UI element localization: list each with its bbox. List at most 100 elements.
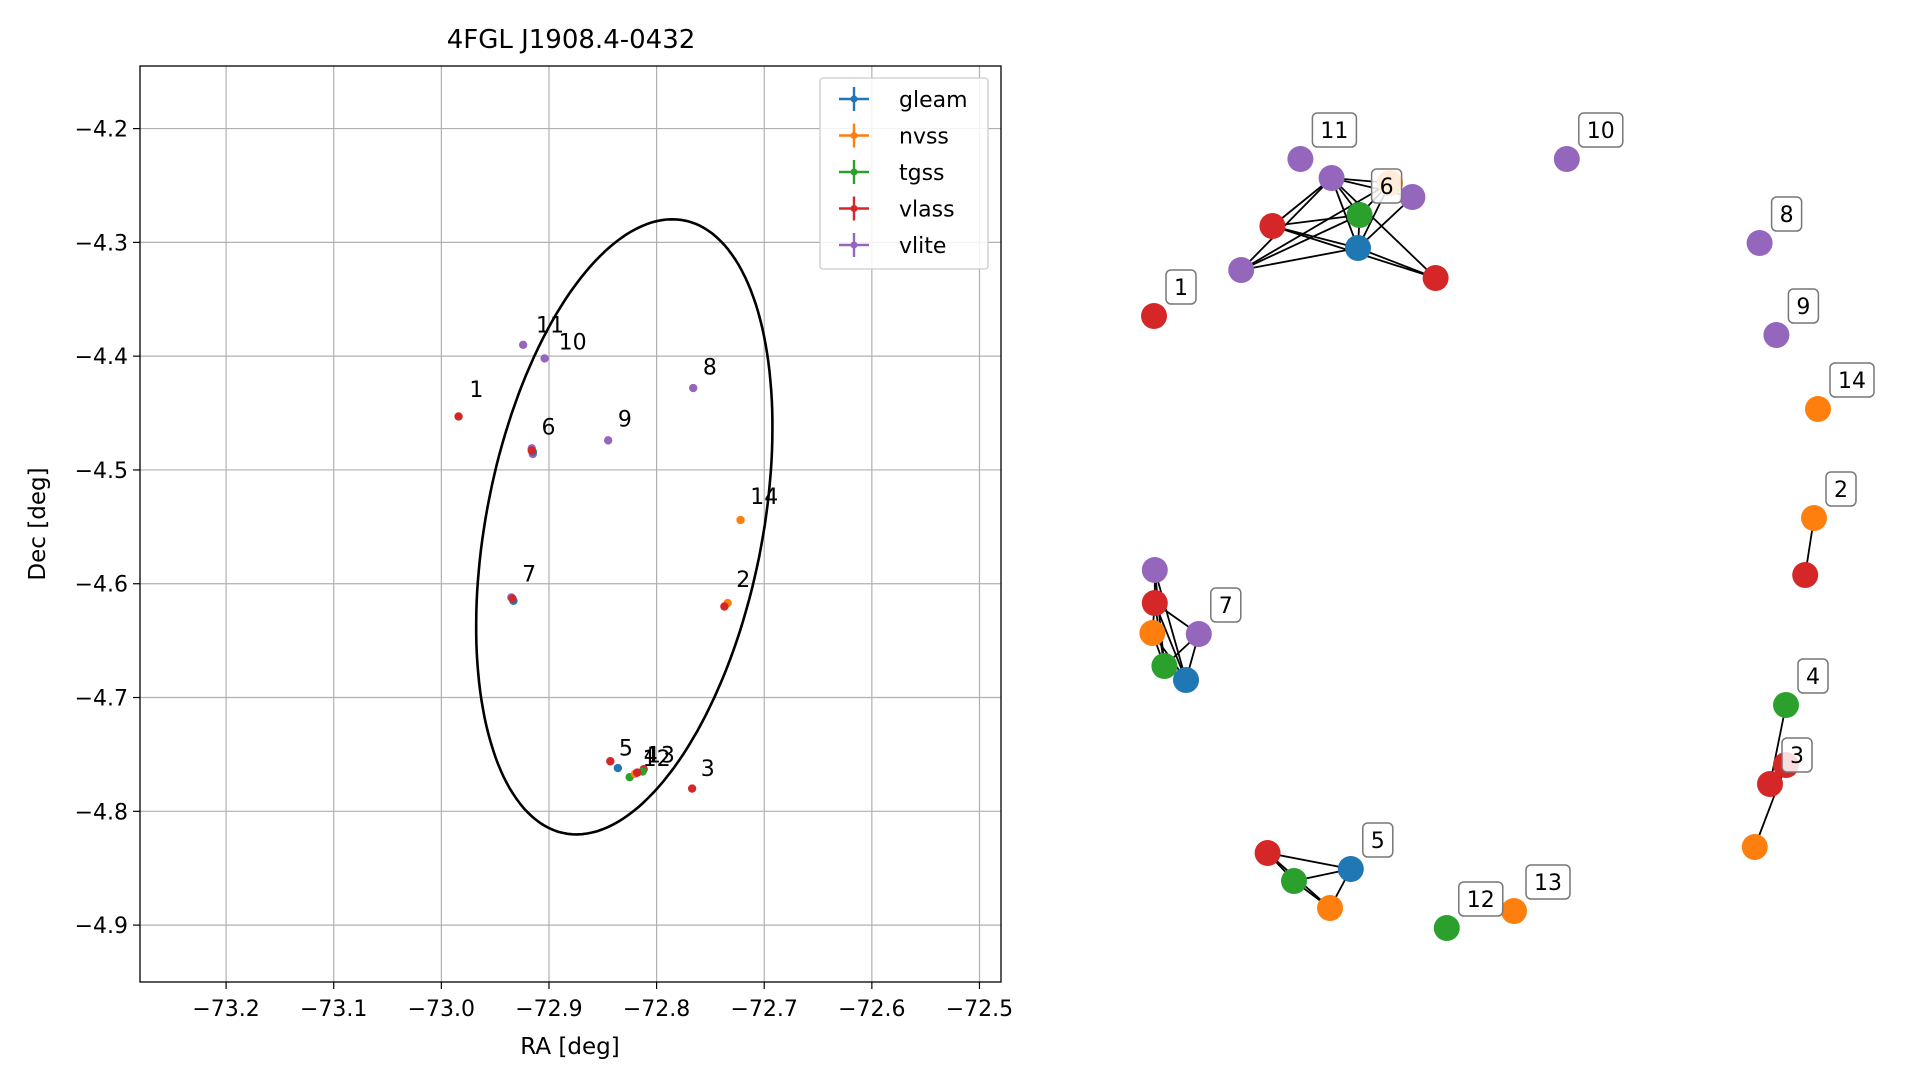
network-node-vlite bbox=[1185, 621, 1212, 647]
x-tick-label: −72.7 bbox=[731, 997, 798, 1022]
chart-title: 4FGL J1908.4-0432 bbox=[447, 25, 696, 55]
point-label: 4 bbox=[644, 743, 658, 768]
error-ellipse bbox=[474, 217, 774, 836]
legend-marker-dot bbox=[850, 205, 858, 212]
point-label: 3 bbox=[701, 757, 715, 782]
network-node-label: 12 bbox=[1458, 881, 1504, 917]
network-node-vlass bbox=[1141, 590, 1168, 616]
y-tick-label: −4.5 bbox=[75, 459, 128, 484]
point-vlass bbox=[454, 412, 463, 421]
point-vlass bbox=[720, 602, 729, 611]
legend: gleam nvss tgss vlass vlite bbox=[819, 77, 989, 270]
network-node-vlite bbox=[1287, 146, 1314, 172]
network-label-box bbox=[1787, 288, 1820, 324]
point-label: 1 bbox=[469, 378, 483, 403]
network-node-vlass bbox=[1141, 303, 1167, 329]
point-vlass bbox=[633, 768, 642, 777]
network-node-vlass bbox=[1792, 562, 1819, 588]
point-nvss bbox=[736, 515, 745, 525]
y-tick-label: −4.2 bbox=[75, 118, 128, 143]
point-vlite bbox=[688, 383, 698, 393]
network-label-text: 14 bbox=[1838, 369, 1866, 394]
point-label: 9 bbox=[618, 408, 632, 433]
network-label-box bbox=[1770, 196, 1803, 232]
network-label-text: 1 bbox=[1174, 276, 1188, 301]
network-node-label: 13 bbox=[1525, 864, 1571, 900]
network-edge bbox=[1267, 852, 1351, 870]
legend-label: vlass bbox=[899, 198, 955, 223]
network-label-text: 8 bbox=[1780, 203, 1794, 228]
network-node-tgss bbox=[1433, 915, 1460, 941]
network-nodes bbox=[1139, 146, 1831, 941]
legend-marker-dot bbox=[850, 241, 858, 249]
network-label-box bbox=[1370, 168, 1403, 204]
y-tick-label: −4.9 bbox=[75, 914, 128, 939]
x-tick-label: −72.5 bbox=[946, 997, 1013, 1022]
network-label-box bbox=[1165, 269, 1197, 305]
point-label: 6 bbox=[541, 416, 555, 441]
legend-label: tgss bbox=[899, 161, 945, 186]
network-node-vlass bbox=[1757, 771, 1783, 797]
network-node-vlite bbox=[1141, 557, 1168, 583]
network-node-vlite bbox=[1399, 184, 1426, 210]
y-axis-label: Dec [deg] bbox=[25, 467, 51, 580]
x-tick-label: −72.6 bbox=[838, 997, 905, 1022]
x-tick-label: −72.9 bbox=[515, 997, 582, 1022]
network-node-vlite bbox=[1318, 165, 1345, 191]
network-node-vlass bbox=[1259, 213, 1286, 239]
network-label-box bbox=[1578, 112, 1624, 148]
point-vlite bbox=[540, 354, 549, 363]
network-node-vlass bbox=[1254, 840, 1281, 866]
legend-label: nvss bbox=[899, 125, 949, 150]
network-label-text: 3 bbox=[1790, 744, 1804, 769]
network-label-box bbox=[1525, 864, 1571, 900]
point-label: 12 bbox=[643, 747, 671, 772]
legend-label: gleam bbox=[899, 88, 968, 113]
network-edge bbox=[1153, 602, 1187, 681]
network-label-text: 5 bbox=[1371, 829, 1385, 854]
network-label-text: 7 bbox=[1219, 594, 1233, 619]
network-edge bbox=[1153, 569, 1187, 681]
network-label-text: 11 bbox=[1320, 119, 1348, 144]
network-node-nvss bbox=[1501, 898, 1527, 924]
x-tick-label: −73.2 bbox=[192, 997, 259, 1022]
network-label-text: 9 bbox=[1796, 295, 1810, 320]
network-edges bbox=[1151, 177, 1815, 909]
point-label: 2 bbox=[736, 568, 750, 593]
legend-entry-vlite: vlite bbox=[839, 233, 946, 259]
network-label-box bbox=[1362, 822, 1394, 858]
ellipse-layer bbox=[474, 217, 774, 836]
network-edge bbox=[1241, 247, 1359, 271]
point-vlass bbox=[606, 757, 615, 766]
network-node-nvss bbox=[1139, 620, 1166, 646]
y-tick-label: −4.3 bbox=[75, 231, 128, 256]
network-label-box bbox=[1797, 658, 1829, 694]
network-node-tgss bbox=[1281, 868, 1307, 894]
network-node-label: 7 bbox=[1210, 587, 1242, 623]
legend-entry-nvss: nvss bbox=[839, 123, 949, 150]
network-node-label: 9 bbox=[1787, 288, 1820, 324]
network-edge bbox=[1240, 182, 1391, 271]
network-label-text: 2 bbox=[1834, 478, 1848, 503]
point-vlite bbox=[518, 340, 528, 349]
network-node-gleam bbox=[1345, 235, 1371, 261]
legend-marker-dot bbox=[850, 95, 858, 103]
x-ticks: −73.2 −73.1 −73.0 −72.9 −72.8 −72.7 −72.6 −72.5 bbox=[192, 982, 1013, 1022]
network-label-box bbox=[1829, 362, 1875, 398]
network-node-tgss bbox=[1151, 653, 1178, 679]
network-node-label: 1 bbox=[1165, 269, 1197, 305]
network-node-vlite bbox=[1746, 230, 1773, 256]
point-label: 11 bbox=[536, 313, 564, 338]
point-label: 14 bbox=[750, 485, 778, 510]
point-label: 13 bbox=[647, 743, 675, 768]
x-tick-label: −72.8 bbox=[623, 997, 690, 1022]
network-node-label: 10 bbox=[1578, 112, 1624, 148]
legend-box bbox=[819, 77, 989, 270]
legend-label: vlite bbox=[899, 234, 946, 259]
network-node-tgss bbox=[1773, 692, 1799, 718]
point-vlass bbox=[527, 446, 536, 455]
